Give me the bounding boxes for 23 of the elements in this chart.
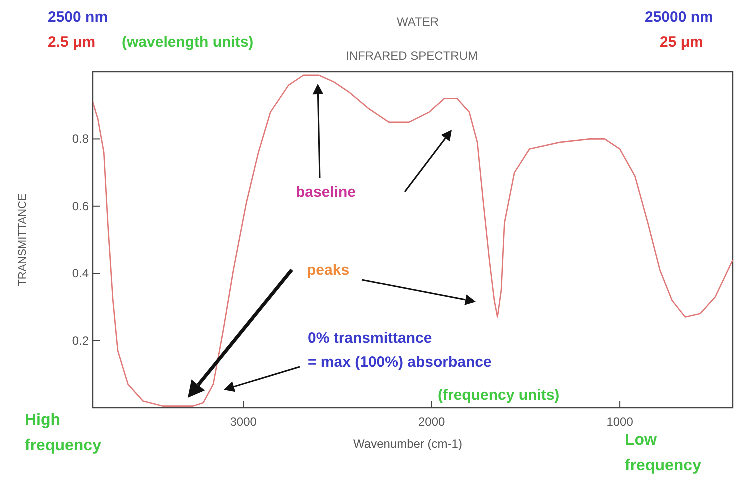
text: High frequency [25,412,102,455]
text: 2500 nm [48,9,108,26]
annotation: 0% transmittance = max (100%) absorbance [308,330,492,371]
y-tick-label: 0.8 [72,132,90,146]
x-axis-title: Wavenumber (cm-1) [354,437,462,451]
chart-title: WATER [397,15,440,29]
x-tick-label: 3000 [230,415,258,429]
x-tick-label: 2000 [418,415,446,429]
text: 2.5 μm [48,34,96,51]
line-series [93,74,733,407]
y-tick-label: 0.4 [72,266,90,281]
text: 25 μm [660,34,704,51]
annotation: peaks [307,262,350,279]
y-tick-label: 0.6 [72,199,90,214]
annotation: baseline [296,184,356,201]
text: (wavelength units) [122,34,254,51]
y-axis-title: TRANSMITTANCE [17,194,29,286]
x-tick-label: 1000 [606,415,634,429]
text: Low frequency [625,432,702,475]
text: 25000 nm [645,9,714,26]
chart-subtitle: INFRARED SPECTRUM [346,49,478,63]
annotation: (frequency units) [438,387,560,404]
y-tick-label: 0.2 [72,334,90,348]
